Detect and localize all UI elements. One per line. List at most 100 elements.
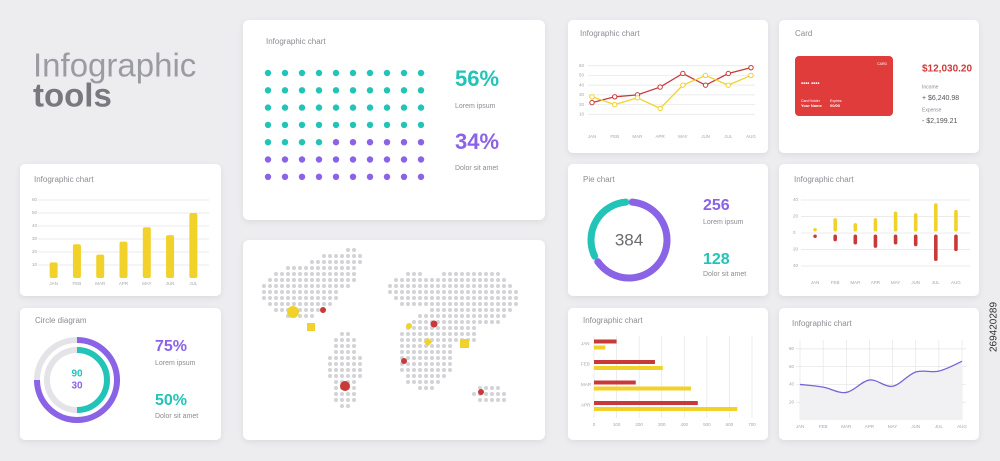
map-dot: [478, 284, 482, 288]
y-tick-label: 40: [579, 82, 585, 87]
map-dot: [496, 308, 500, 312]
map-dot: [460, 320, 464, 324]
map-dot: [316, 266, 320, 270]
map-dot: [430, 296, 434, 300]
bar: [594, 407, 738, 411]
map-dot: [292, 302, 296, 306]
map-dot: [310, 314, 314, 318]
x-tick-label: FEB: [831, 280, 840, 285]
map-dot: [508, 296, 512, 300]
map-dot: [442, 350, 446, 354]
map-dot: [334, 272, 338, 276]
map-dot: [292, 284, 296, 288]
map-dot: [508, 302, 512, 306]
map-dot: [442, 374, 446, 378]
map-dot: [322, 302, 326, 306]
map-dot: [280, 272, 284, 276]
map-dot: [454, 314, 458, 318]
map-dot: [316, 290, 320, 294]
map-dot: [406, 338, 410, 342]
map-dot: [484, 296, 488, 300]
map-dot: [442, 368, 446, 372]
map-dot: [412, 362, 416, 366]
map-marker: [287, 306, 299, 318]
map-dot: [412, 368, 416, 372]
map-dot: [298, 266, 302, 270]
map-dot: [346, 374, 350, 378]
dot: [366, 173, 374, 180]
map-dot: [478, 398, 482, 402]
dot: [400, 139, 408, 146]
map-dot: [454, 302, 458, 306]
map-dot: [340, 374, 344, 378]
map-dot: [340, 338, 344, 342]
x-tick-label: JUN: [166, 281, 175, 286]
dot: [400, 69, 408, 77]
income-label: Income: [922, 84, 939, 90]
dot: [366, 139, 374, 146]
map-dot: [334, 350, 338, 354]
map-dot: [298, 308, 302, 312]
map-dot: [430, 284, 434, 288]
x-tick-label: JUL: [935, 424, 943, 429]
map-dot: [436, 326, 440, 330]
map-dot: [448, 356, 452, 360]
map-dot: [502, 398, 506, 402]
map-dot: [292, 272, 296, 276]
map-marker: [340, 381, 350, 391]
map-dot: [274, 284, 278, 288]
map-dot: [352, 362, 356, 366]
panel: [568, 20, 768, 153]
map-dot: [508, 284, 512, 288]
map-dot: [334, 398, 338, 402]
legend-label: Lorem ipsum: [155, 360, 196, 367]
map-dot: [280, 278, 284, 282]
map-dot: [412, 272, 416, 276]
map-dot: [286, 296, 290, 300]
map-dot: [448, 314, 452, 318]
dot: [349, 121, 357, 129]
map-dot: [466, 332, 470, 336]
map-marker: [430, 320, 438, 328]
dot: [417, 139, 425, 146]
map-dot: [262, 290, 266, 294]
value-label: 256: [703, 197, 730, 214]
map-dot: [352, 374, 356, 378]
map-dot: [274, 278, 278, 282]
map-dot: [460, 290, 464, 294]
card-title: Card: [795, 29, 812, 38]
map-dot: [418, 386, 422, 390]
map-dot: [436, 302, 440, 306]
arc: [34, 337, 120, 423]
point: [748, 72, 754, 79]
panel: [243, 20, 545, 220]
bar: [893, 211, 898, 232]
map-dot: [334, 368, 338, 372]
y-tick-label: 20: [32, 249, 38, 254]
dot: [383, 156, 391, 163]
map-dot: [304, 302, 308, 306]
map-dot: [442, 326, 446, 330]
bar: [594, 339, 617, 344]
map-dot: [346, 356, 350, 360]
map-dot: [454, 326, 458, 330]
map-dot: [274, 302, 278, 306]
y-tick-label: 40: [32, 223, 38, 228]
map-dot: [490, 308, 494, 312]
map-dot: [334, 260, 338, 264]
map-dot: [304, 278, 308, 282]
map-dot: [400, 296, 404, 300]
map-dot: [406, 380, 410, 384]
dot: [417, 104, 425, 111]
map-dot: [340, 260, 344, 264]
map-dot: [436, 308, 440, 312]
x-tick-label: JUN: [701, 134, 710, 139]
map-dot: [358, 362, 362, 366]
map-dot: [340, 266, 344, 270]
map-dot: [430, 374, 434, 378]
dot: [400, 156, 408, 163]
map-dot: [424, 380, 428, 384]
map-dot: [352, 266, 356, 270]
map-dot: [310, 278, 314, 282]
x-tick-label: MAY: [888, 424, 897, 429]
